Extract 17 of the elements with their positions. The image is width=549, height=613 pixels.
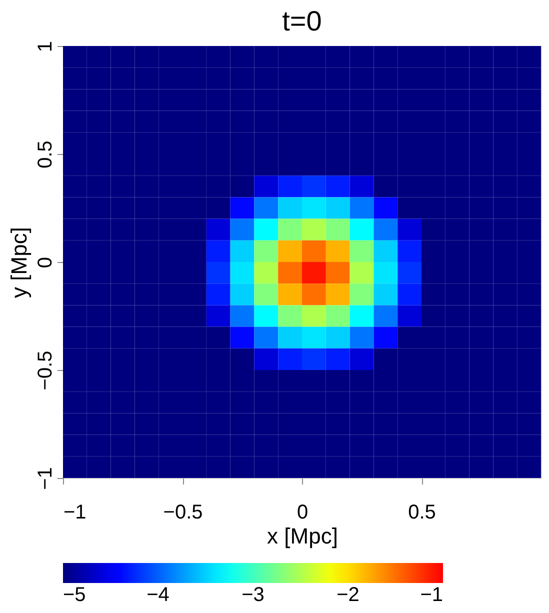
y-tick-label: 0.5 <box>34 140 56 168</box>
x-tick-label: 0 <box>296 502 308 524</box>
chart-title: t=0 <box>282 5 322 36</box>
y-axis-title: y [Mpc] <box>6 227 32 298</box>
color-bar-label: −3 <box>242 584 264 606</box>
y-tick-label: 0 <box>34 256 56 268</box>
x-tick-label: −0.5 <box>163 502 203 524</box>
y-tick-label: −1 <box>34 467 56 490</box>
x-tick-label: 0.5 <box>408 502 436 524</box>
x-axis-title: x [Mpc] <box>267 524 338 548</box>
color-bar-label: −4 <box>146 584 170 606</box>
color-bar-label: −5 <box>63 584 86 606</box>
y-tick-label: −0.5 <box>34 350 56 390</box>
color-bar-label: −1 <box>420 584 443 606</box>
y-tick-label: 1 <box>34 40 56 52</box>
color-bar-label: −2 <box>336 584 360 606</box>
x-tick-label: −1 <box>64 502 86 524</box>
